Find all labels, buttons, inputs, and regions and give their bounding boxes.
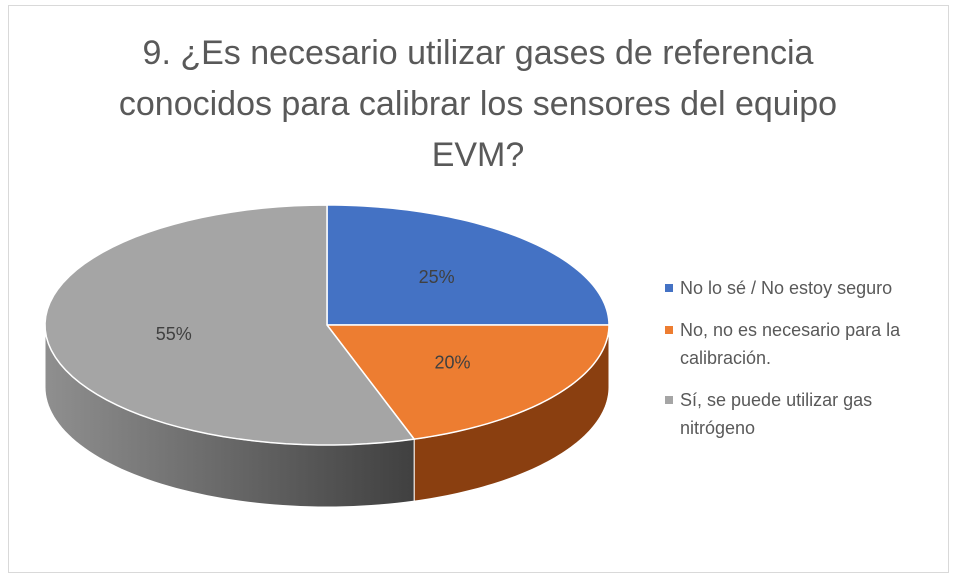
legend-item: No, no es necesario para la calibración.	[665, 316, 950, 372]
legend-item: No lo sé / No estoy seguro	[665, 274, 950, 302]
slice	[325, 324, 610, 440]
legend: No lo sé / No estoy seguro No, no es nece…	[665, 274, 950, 456]
legend-swatch	[665, 326, 673, 334]
legend-label: Sí, se puede utilizar gas nitrógeno	[680, 390, 873, 438]
slice	[44, 204, 416, 446]
slice	[326, 204, 610, 326]
legend-label: No, no es necesario para la calibración.	[680, 320, 901, 368]
chart-title: 9. ¿Es necesario utilizar gases de refer…	[118, 34, 838, 174]
legend-swatch	[665, 284, 673, 292]
data-label: 55%	[156, 324, 192, 344]
data-label: 20%	[434, 353, 470, 373]
data-label: 25%	[419, 267, 455, 287]
legend-label: No lo sé / No estoy seguro	[680, 278, 893, 298]
legend-swatch	[665, 396, 673, 404]
legend-item: Sí, se puede utilizar gas nitrógeno	[665, 386, 950, 442]
